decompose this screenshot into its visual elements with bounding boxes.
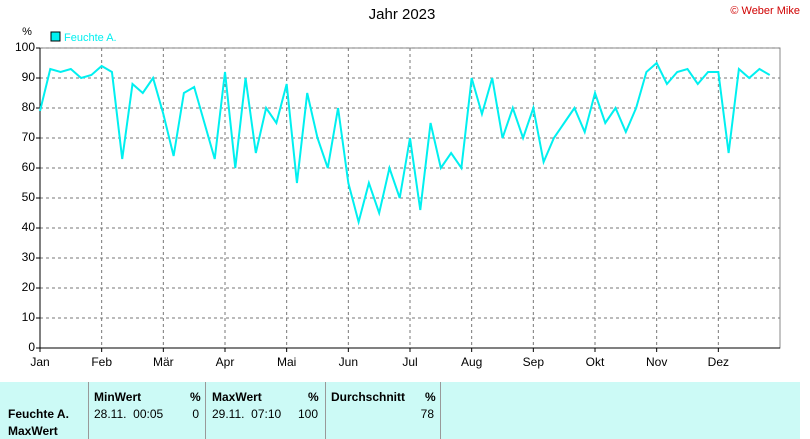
separator xyxy=(88,382,89,439)
x-tick-label: Feb xyxy=(91,355,112,369)
cell: 28.11. 00:05 xyxy=(94,407,164,421)
x-tick-label: Nov xyxy=(646,355,667,369)
separator xyxy=(440,382,441,439)
x-tick-label: Mär xyxy=(153,355,174,369)
x-tick-label: Jul xyxy=(402,355,417,369)
x-tick-label: Jan xyxy=(30,355,49,369)
cell: 100 xyxy=(297,407,318,421)
x-tick-label: Jun xyxy=(339,355,358,369)
y-tick-label: 100 xyxy=(15,40,35,54)
x-tick-label: Apr xyxy=(216,355,235,369)
y-tick-label: 40 xyxy=(22,220,36,234)
cell: 29.11. 07:10 xyxy=(212,407,282,421)
y-tick-label: 30 xyxy=(22,250,36,264)
data-line xyxy=(39,61,771,226)
separator xyxy=(205,382,206,439)
header: Durchschnitt xyxy=(331,390,406,404)
chart-title: Jahr 2023 xyxy=(369,6,436,23)
header: % xyxy=(425,390,436,404)
header: % xyxy=(308,390,319,404)
legend-swatch xyxy=(50,31,61,42)
y-tick-label: 90 xyxy=(22,70,36,84)
header: MaxWert xyxy=(212,390,262,404)
x-tick-label: Sep xyxy=(523,355,545,369)
cell: 0 xyxy=(192,407,199,421)
y-tick-label: 80 xyxy=(22,100,36,114)
y-unit: % xyxy=(22,26,32,38)
cell: 78 xyxy=(420,407,434,421)
row-label: MaxWert xyxy=(8,424,58,438)
y-tick-label: 0 xyxy=(28,340,35,354)
legend-label: Feuchte A. xyxy=(64,32,117,44)
credit: © Weber Mike xyxy=(730,5,800,17)
x-tick-label: Okt xyxy=(586,355,605,369)
header: MinWert xyxy=(94,390,142,404)
x-tick-label: Mai xyxy=(277,355,296,369)
y-tick-label: 10 xyxy=(22,310,36,324)
row-label: Feuchte A. xyxy=(8,407,69,421)
summary-table: MinWert % MaxWert % Durchschnitt % Feuch… xyxy=(0,382,800,439)
separator xyxy=(325,382,326,439)
y-tick-label: 20 xyxy=(22,280,36,294)
chart: Jahr 2023 © Weber Mike % 0 10 20 30 40 50 60 70… xyxy=(15,5,800,369)
y-tick-label: 50 xyxy=(22,190,36,204)
x-tick-label: Aug xyxy=(461,355,482,369)
header: % xyxy=(190,390,201,404)
x-tick-label: Dez xyxy=(708,355,729,369)
y-tick-label: 70 xyxy=(22,130,36,144)
y-tick-label: 60 xyxy=(22,160,36,174)
